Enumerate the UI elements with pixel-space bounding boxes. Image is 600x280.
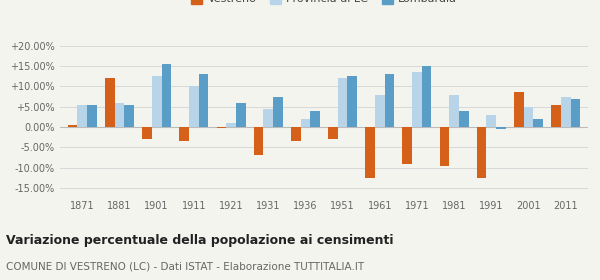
Bar [347, 76, 357, 127]
Bar [440, 127, 449, 165]
Bar [551, 105, 561, 127]
Bar [487, 115, 496, 127]
Bar [338, 78, 347, 127]
Bar [310, 111, 320, 127]
Legend: Vestreno, Provincia di LC, Lombardia: Vestreno, Provincia di LC, Lombardia [191, 0, 457, 4]
Bar [263, 109, 273, 127]
Bar [87, 105, 97, 127]
Bar [161, 64, 171, 127]
Bar [217, 127, 226, 128]
Bar [236, 103, 245, 127]
Bar [68, 125, 77, 127]
Bar [571, 99, 580, 127]
Bar [189, 87, 199, 127]
Bar [477, 127, 487, 178]
Bar [524, 107, 533, 127]
Bar [412, 72, 422, 127]
Bar [301, 119, 310, 127]
Bar [449, 95, 459, 127]
Bar [142, 127, 152, 139]
Bar [124, 105, 134, 127]
Bar [115, 103, 124, 127]
Text: Variazione percentuale della popolazione ai censimenti: Variazione percentuale della popolazione… [6, 234, 394, 247]
Bar [459, 111, 469, 127]
Bar [254, 127, 263, 155]
Bar [422, 66, 431, 127]
Bar [514, 92, 524, 127]
Bar [328, 127, 338, 139]
Bar [105, 78, 115, 127]
Bar [496, 127, 506, 129]
Bar [385, 74, 394, 127]
Bar [152, 76, 161, 127]
Bar [375, 95, 385, 127]
Bar [403, 127, 412, 164]
Bar [533, 119, 543, 127]
Bar [561, 97, 571, 127]
Text: COMUNE DI VESTRENO (LC) - Dati ISTAT - Elaborazione TUTTITALIA.IT: COMUNE DI VESTRENO (LC) - Dati ISTAT - E… [6, 262, 364, 272]
Bar [291, 127, 301, 141]
Bar [199, 74, 208, 127]
Bar [365, 127, 375, 178]
Bar [77, 105, 87, 127]
Bar [226, 123, 236, 127]
Bar [179, 127, 189, 141]
Bar [273, 97, 283, 127]
